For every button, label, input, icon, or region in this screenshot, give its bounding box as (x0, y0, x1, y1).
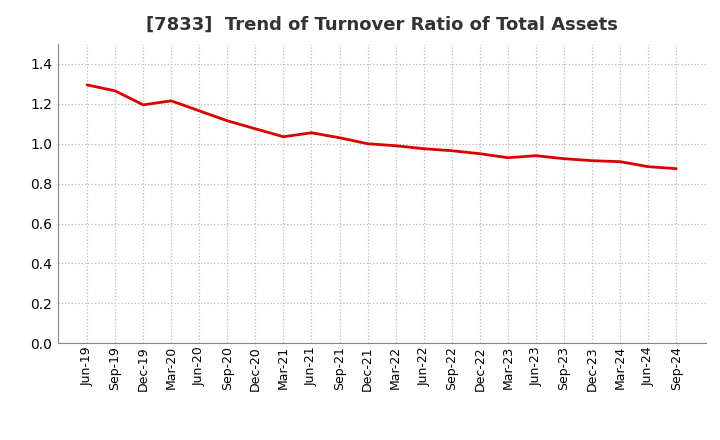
Title: [7833]  Trend of Turnover Ratio of Total Assets: [7833] Trend of Turnover Ratio of Total … (145, 16, 618, 34)
